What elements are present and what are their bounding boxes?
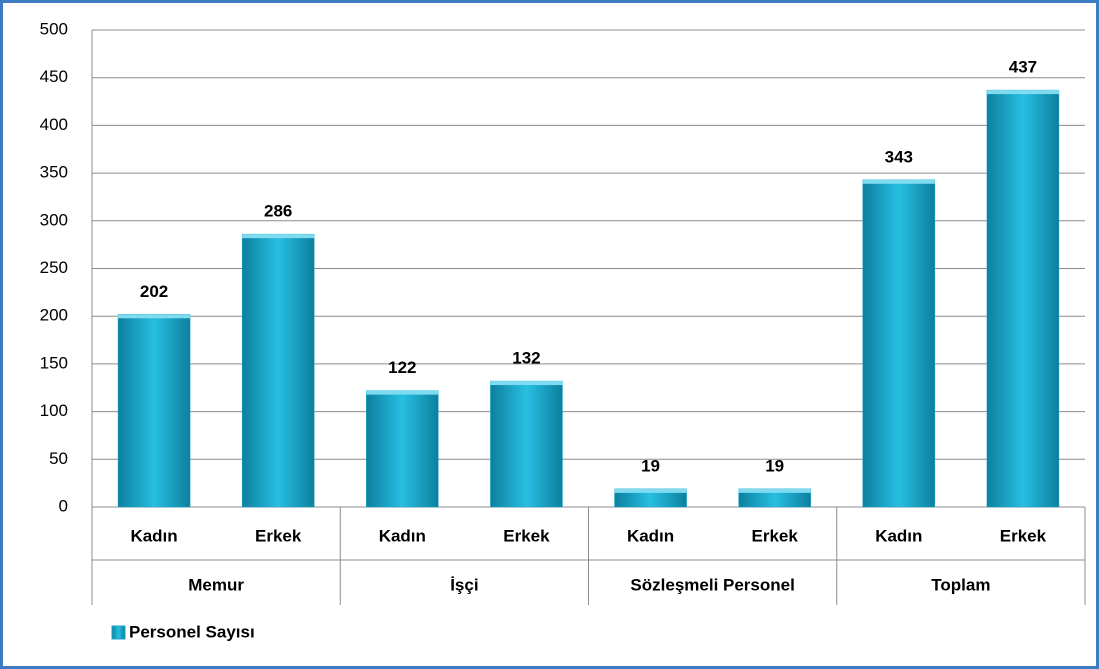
x-tick-label: Erkek [752, 526, 799, 545]
bar-cap [738, 488, 811, 493]
x-tick-label: Erkek [255, 526, 302, 545]
data-label: 122 [388, 358, 416, 377]
data-label: 286 [264, 202, 292, 221]
x-tick-label: Kadın [130, 526, 177, 545]
data-label: 343 [885, 147, 913, 166]
x-tick-label: Erkek [503, 526, 550, 545]
x-tick-label: Kadın [379, 526, 426, 545]
data-label: 132 [512, 349, 540, 368]
bar-cap [862, 179, 935, 184]
y-tick-label: 200 [40, 306, 68, 325]
group-label: Memur [188, 575, 244, 594]
group-label: Sözleşmeli Personel [630, 575, 794, 594]
x-tick-label: Kadın [875, 526, 922, 545]
bar-cap [986, 90, 1059, 95]
data-label: 437 [1009, 58, 1037, 77]
y-tick-label: 50 [49, 449, 68, 468]
group-label: Toplam [931, 575, 990, 594]
x-tick-label: Erkek [1000, 526, 1047, 545]
y-tick-label: 300 [40, 210, 68, 229]
group-label: İşçi [450, 575, 478, 594]
y-tick-label: 450 [40, 67, 68, 86]
y-tick-label: 250 [40, 258, 68, 277]
legend-swatch [111, 625, 126, 640]
y-tick-label: 100 [40, 401, 68, 420]
bar-cap [118, 314, 191, 319]
y-tick-label: 350 [40, 163, 68, 182]
y-tick-label: 400 [40, 115, 68, 134]
bar-cap [490, 381, 563, 386]
bar-cap [366, 390, 439, 395]
bar [862, 179, 936, 508]
bar [241, 233, 315, 508]
bar-cap [614, 488, 687, 493]
data-label: 202 [140, 282, 168, 301]
data-label: 19 [765, 456, 784, 475]
bar [117, 314, 191, 508]
y-tick-label: 500 [40, 19, 68, 38]
y-tick-label: 150 [40, 353, 68, 372]
legend-label: Personel Sayısı [129, 622, 255, 641]
data-label: 19 [641, 456, 660, 475]
bar [366, 390, 439, 508]
bar-cap [242, 234, 315, 239]
bar [986, 89, 1060, 508]
bar [490, 380, 563, 508]
x-tick-label: Kadın [627, 526, 674, 545]
y-tick-label: 0 [59, 496, 68, 515]
